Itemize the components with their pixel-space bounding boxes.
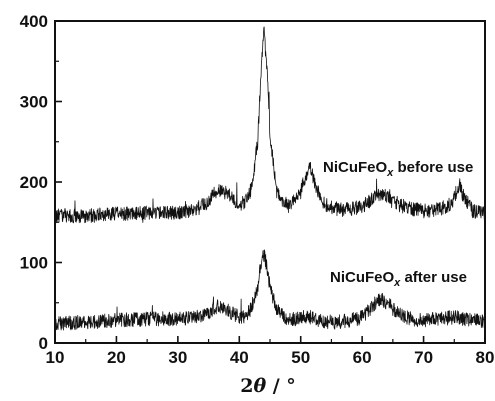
series-line-1 — [54, 249, 486, 331]
series-layer — [54, 26, 486, 331]
y-tick-label: 0 — [39, 334, 48, 353]
x-tick-label: 20 — [107, 348, 126, 367]
y-tick-label: 200 — [20, 173, 48, 192]
x-tick-label: 80 — [476, 348, 495, 367]
y-tick-label: 400 — [20, 12, 48, 31]
x-tick-label: 50 — [291, 348, 310, 367]
x-tick-label: 60 — [353, 348, 372, 367]
x-tick-label: 10 — [46, 348, 65, 367]
series-label-before-use: NiCuFeOx before use — [323, 159, 473, 179]
y-tick-label: 300 — [20, 93, 48, 112]
x-tick-label: 70 — [414, 348, 433, 367]
x-axis-title: 2θ / ° — [240, 375, 296, 397]
x-tick-label: 40 — [230, 348, 249, 367]
tick-layer: 10 20 30 40 50 60 70 80 0 100 200 300 400 — [20, 12, 495, 367]
series-line-0 — [54, 26, 486, 224]
y-tick-label: 100 — [20, 254, 48, 273]
plot-frame — [54, 20, 486, 344]
series-label-after-use: NiCuFeOx after use — [330, 269, 467, 289]
x-tick-label: 30 — [168, 348, 187, 367]
